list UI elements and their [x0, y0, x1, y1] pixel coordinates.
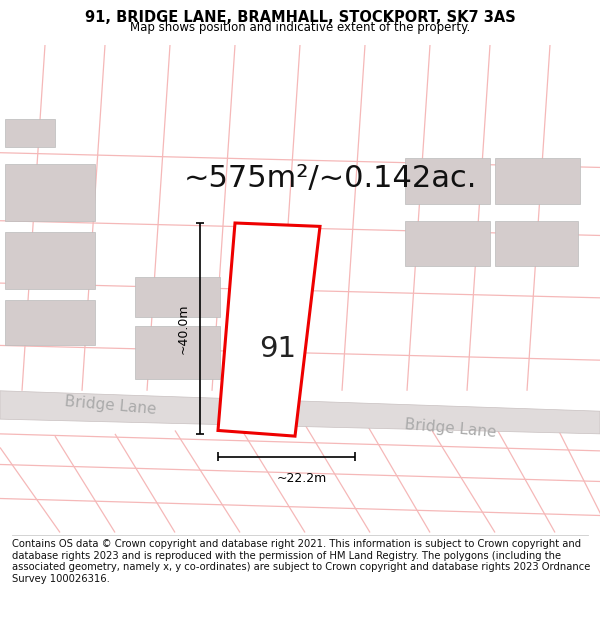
Text: ~575m²/~0.142ac.: ~575m²/~0.142ac. — [184, 164, 476, 193]
Text: Map shows position and indicative extent of the property.: Map shows position and indicative extent… — [130, 21, 470, 34]
Polygon shape — [5, 164, 95, 221]
Polygon shape — [0, 391, 600, 434]
Text: ~40.0m: ~40.0m — [177, 303, 190, 354]
Text: Bridge Lane: Bridge Lane — [404, 417, 496, 439]
Text: ~22.2m: ~22.2m — [277, 472, 326, 486]
Text: Contains OS data © Crown copyright and database right 2021. This information is : Contains OS data © Crown copyright and d… — [12, 539, 590, 584]
Polygon shape — [405, 221, 490, 266]
Text: 91, BRIDGE LANE, BRAMHALL, STOCKPORT, SK7 3AS: 91, BRIDGE LANE, BRAMHALL, STOCKPORT, SK… — [85, 10, 515, 25]
Polygon shape — [405, 158, 490, 204]
Text: 91: 91 — [259, 335, 296, 363]
Text: Bridge Lane: Bridge Lane — [64, 394, 157, 417]
Polygon shape — [135, 278, 220, 317]
Polygon shape — [135, 326, 220, 379]
Polygon shape — [5, 300, 95, 346]
Polygon shape — [495, 158, 580, 204]
Polygon shape — [218, 223, 320, 436]
Polygon shape — [495, 221, 578, 266]
Polygon shape — [5, 119, 55, 147]
Polygon shape — [5, 232, 95, 289]
